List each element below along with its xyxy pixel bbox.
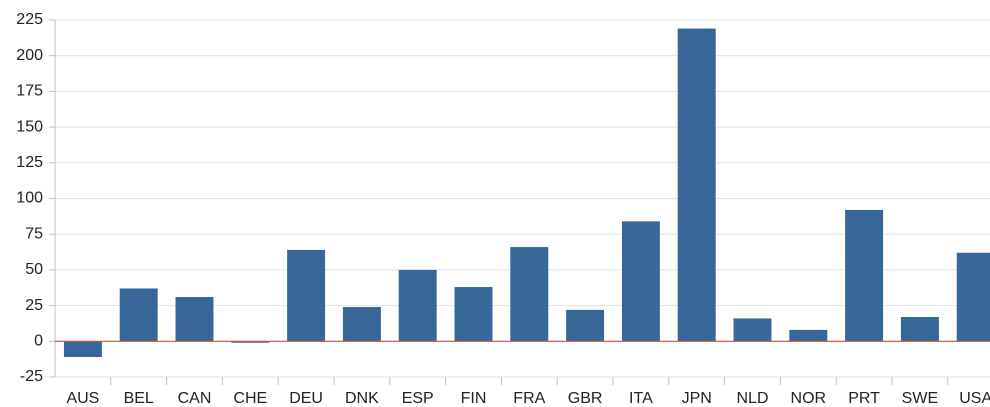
bar [677,28,716,342]
y-tick-label: 150 [16,118,43,135]
x-tick-label: FRA [513,390,545,407]
bar [342,307,381,342]
x-tick-label: CAN [178,390,212,407]
bar [956,252,990,342]
bar [621,221,660,342]
bar [231,341,270,343]
y-tick-label: 125 [16,154,43,171]
bar [733,318,772,342]
x-tick-label: CHE [233,390,267,407]
y-tick-label: 200 [16,47,43,64]
x-tick-label: ITA [629,390,653,407]
bar [845,209,884,342]
x-tick-label: FIN [461,390,487,407]
x-tick-label: BEL [124,390,154,407]
y-tick-label: 25 [25,297,43,314]
bar [119,288,158,342]
bar [63,341,102,358]
y-tick-label: 225 [16,11,43,28]
x-tick-label: DEU [289,390,323,407]
bar [789,329,828,342]
y-tick-label: 50 [25,261,43,278]
x-tick-label: ESP [402,390,434,407]
bar [510,247,549,342]
x-tick-label: PRT [848,390,880,407]
bar [900,317,939,342]
y-tick-label: 0 [34,333,43,350]
y-tick-label: 100 [16,190,43,207]
y-tick-label: -25 [20,368,43,385]
bar [398,269,437,342]
bar [454,287,493,342]
bar [175,297,214,342]
bar [287,249,326,342]
bar [566,309,605,342]
y-tick-label: 75 [25,225,43,242]
x-tick-label: GBR [568,390,603,407]
x-tick-label: AUS [66,390,99,407]
x-tick-label: NLD [736,390,768,407]
x-tick-label: USA [959,390,990,407]
x-tick-label: JPN [682,390,712,407]
y-tick-label: 175 [16,83,43,100]
x-tick-label: NOR [791,390,827,407]
x-tick-label: DNK [345,390,379,407]
x-tick-label: SWE [902,390,938,407]
